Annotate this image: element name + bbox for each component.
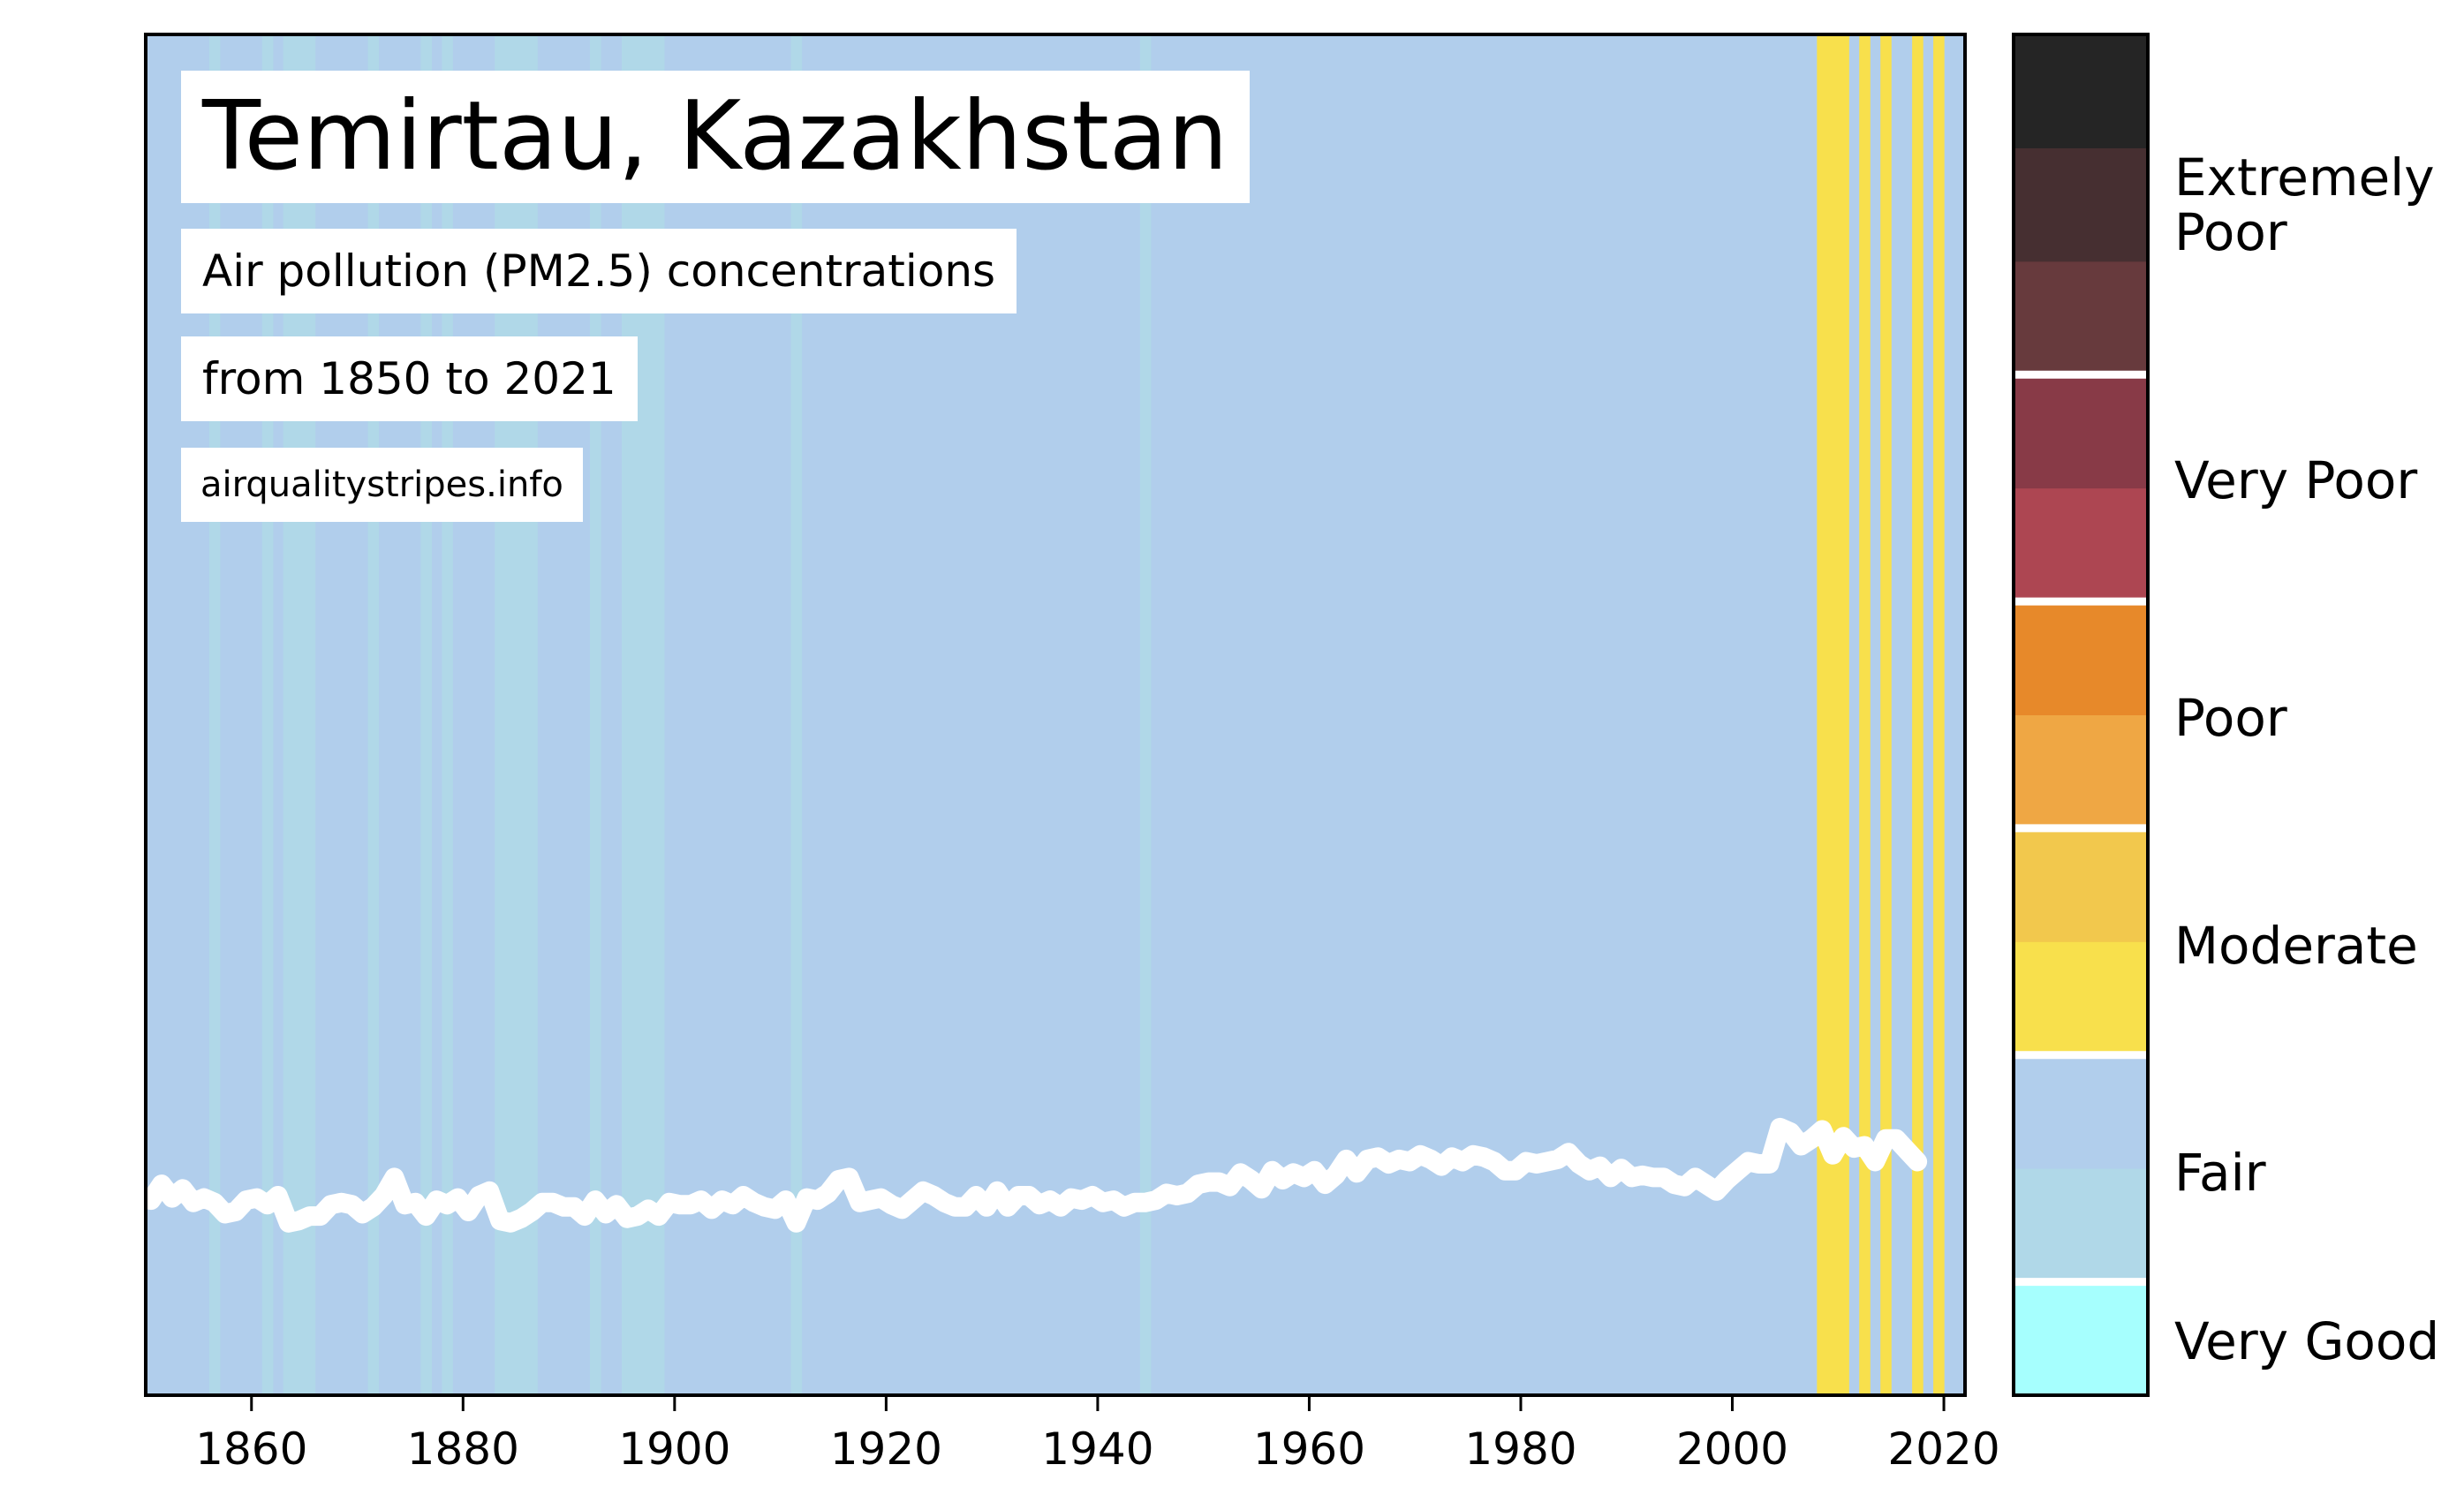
colorbar — [2012, 33, 2150, 1397]
stripe-2012 — [1859, 34, 1871, 1395]
colorbar-segment-fair-2 — [2014, 1054, 2148, 1169]
stripe-1898 — [653, 34, 665, 1395]
colorbar-segment-very-poor-7 — [2014, 487, 2148, 602]
colorbar-segment-extremely-poor-11 — [2014, 34, 2148, 148]
stripe-2014 — [1880, 34, 1892, 1395]
colorbar-segment-poor-5 — [2014, 714, 2148, 829]
chart-title: Temirtau, Kazakhstan — [181, 71, 1250, 203]
x-tick-label-1860: 1860 — [195, 1423, 307, 1475]
x-tick-label-1960: 1960 — [1253, 1423, 1365, 1475]
colorbar-label-very-good: Very Good — [2174, 1311, 2440, 1371]
colorbar-label-fair: Fair — [2174, 1143, 2266, 1203]
stripe-1944 — [1139, 34, 1152, 1395]
colorbar-label-extremely-poor: Extremely Poor — [2174, 147, 2435, 262]
stripe-2010 — [1838, 34, 1849, 1395]
x-axis: 1860 1880 1900 1920 1940 1960 1980 2000 2020 — [195, 1395, 2000, 1475]
x-tick-label-2000: 2000 — [1676, 1423, 1788, 1475]
colorbar-frame — [2012, 33, 2150, 1397]
stripe-2009 — [1827, 34, 1839, 1395]
colorbar-label-poor: Poor — [2174, 688, 2287, 748]
x-tick-label-1920: 1920 — [830, 1423, 942, 1475]
stripe-1897 — [642, 34, 654, 1395]
pm25-trend-line — [141, 1117, 1928, 1233]
stripe-2017 — [1912, 34, 1924, 1395]
source-label: airqualitystripes.info — [181, 448, 583, 522]
stripe-2019 — [1933, 34, 1945, 1395]
plot-frame — [144, 33, 1967, 1397]
stripes-layer — [146, 34, 1965, 1395]
colorbar-segment-moderate-3 — [2014, 941, 2148, 1056]
x-tick-label-1900: 1900 — [618, 1423, 730, 1475]
colorbar-segment-very_good-0 — [2014, 1281, 2148, 1396]
x-tick-label-2020: 2020 — [1887, 1423, 1999, 1475]
stripe-1911 — [790, 34, 803, 1395]
chart-subtitle-pollutant: Air pollution (PM2.5) concentrations — [181, 229, 1017, 313]
colorbar-segment-moderate-4 — [2014, 827, 2148, 942]
colorbar-segment-poor-6 — [2014, 601, 2148, 715]
colorbar-label-very-poor: Very Poor — [2174, 450, 2418, 510]
colorbar-segment-very-poor-8 — [2014, 374, 2148, 489]
colorbar-label-moderate: Moderate — [2174, 916, 2418, 976]
x-tick-label-1940: 1940 — [1041, 1423, 1153, 1475]
x-tick-label-1880: 1880 — [407, 1423, 519, 1475]
stripe-2008 — [1817, 34, 1828, 1395]
colorbar-segment-fair-1 — [2014, 1168, 2148, 1283]
colorbar-segment-extremely-poor-9 — [2014, 260, 2148, 375]
chart-subtitle-period: from 1850 to 2021 — [181, 336, 638, 421]
x-tick-label-1980: 1980 — [1464, 1423, 1576, 1475]
colorbar-segment-extremely-poor-10 — [2014, 147, 2148, 262]
